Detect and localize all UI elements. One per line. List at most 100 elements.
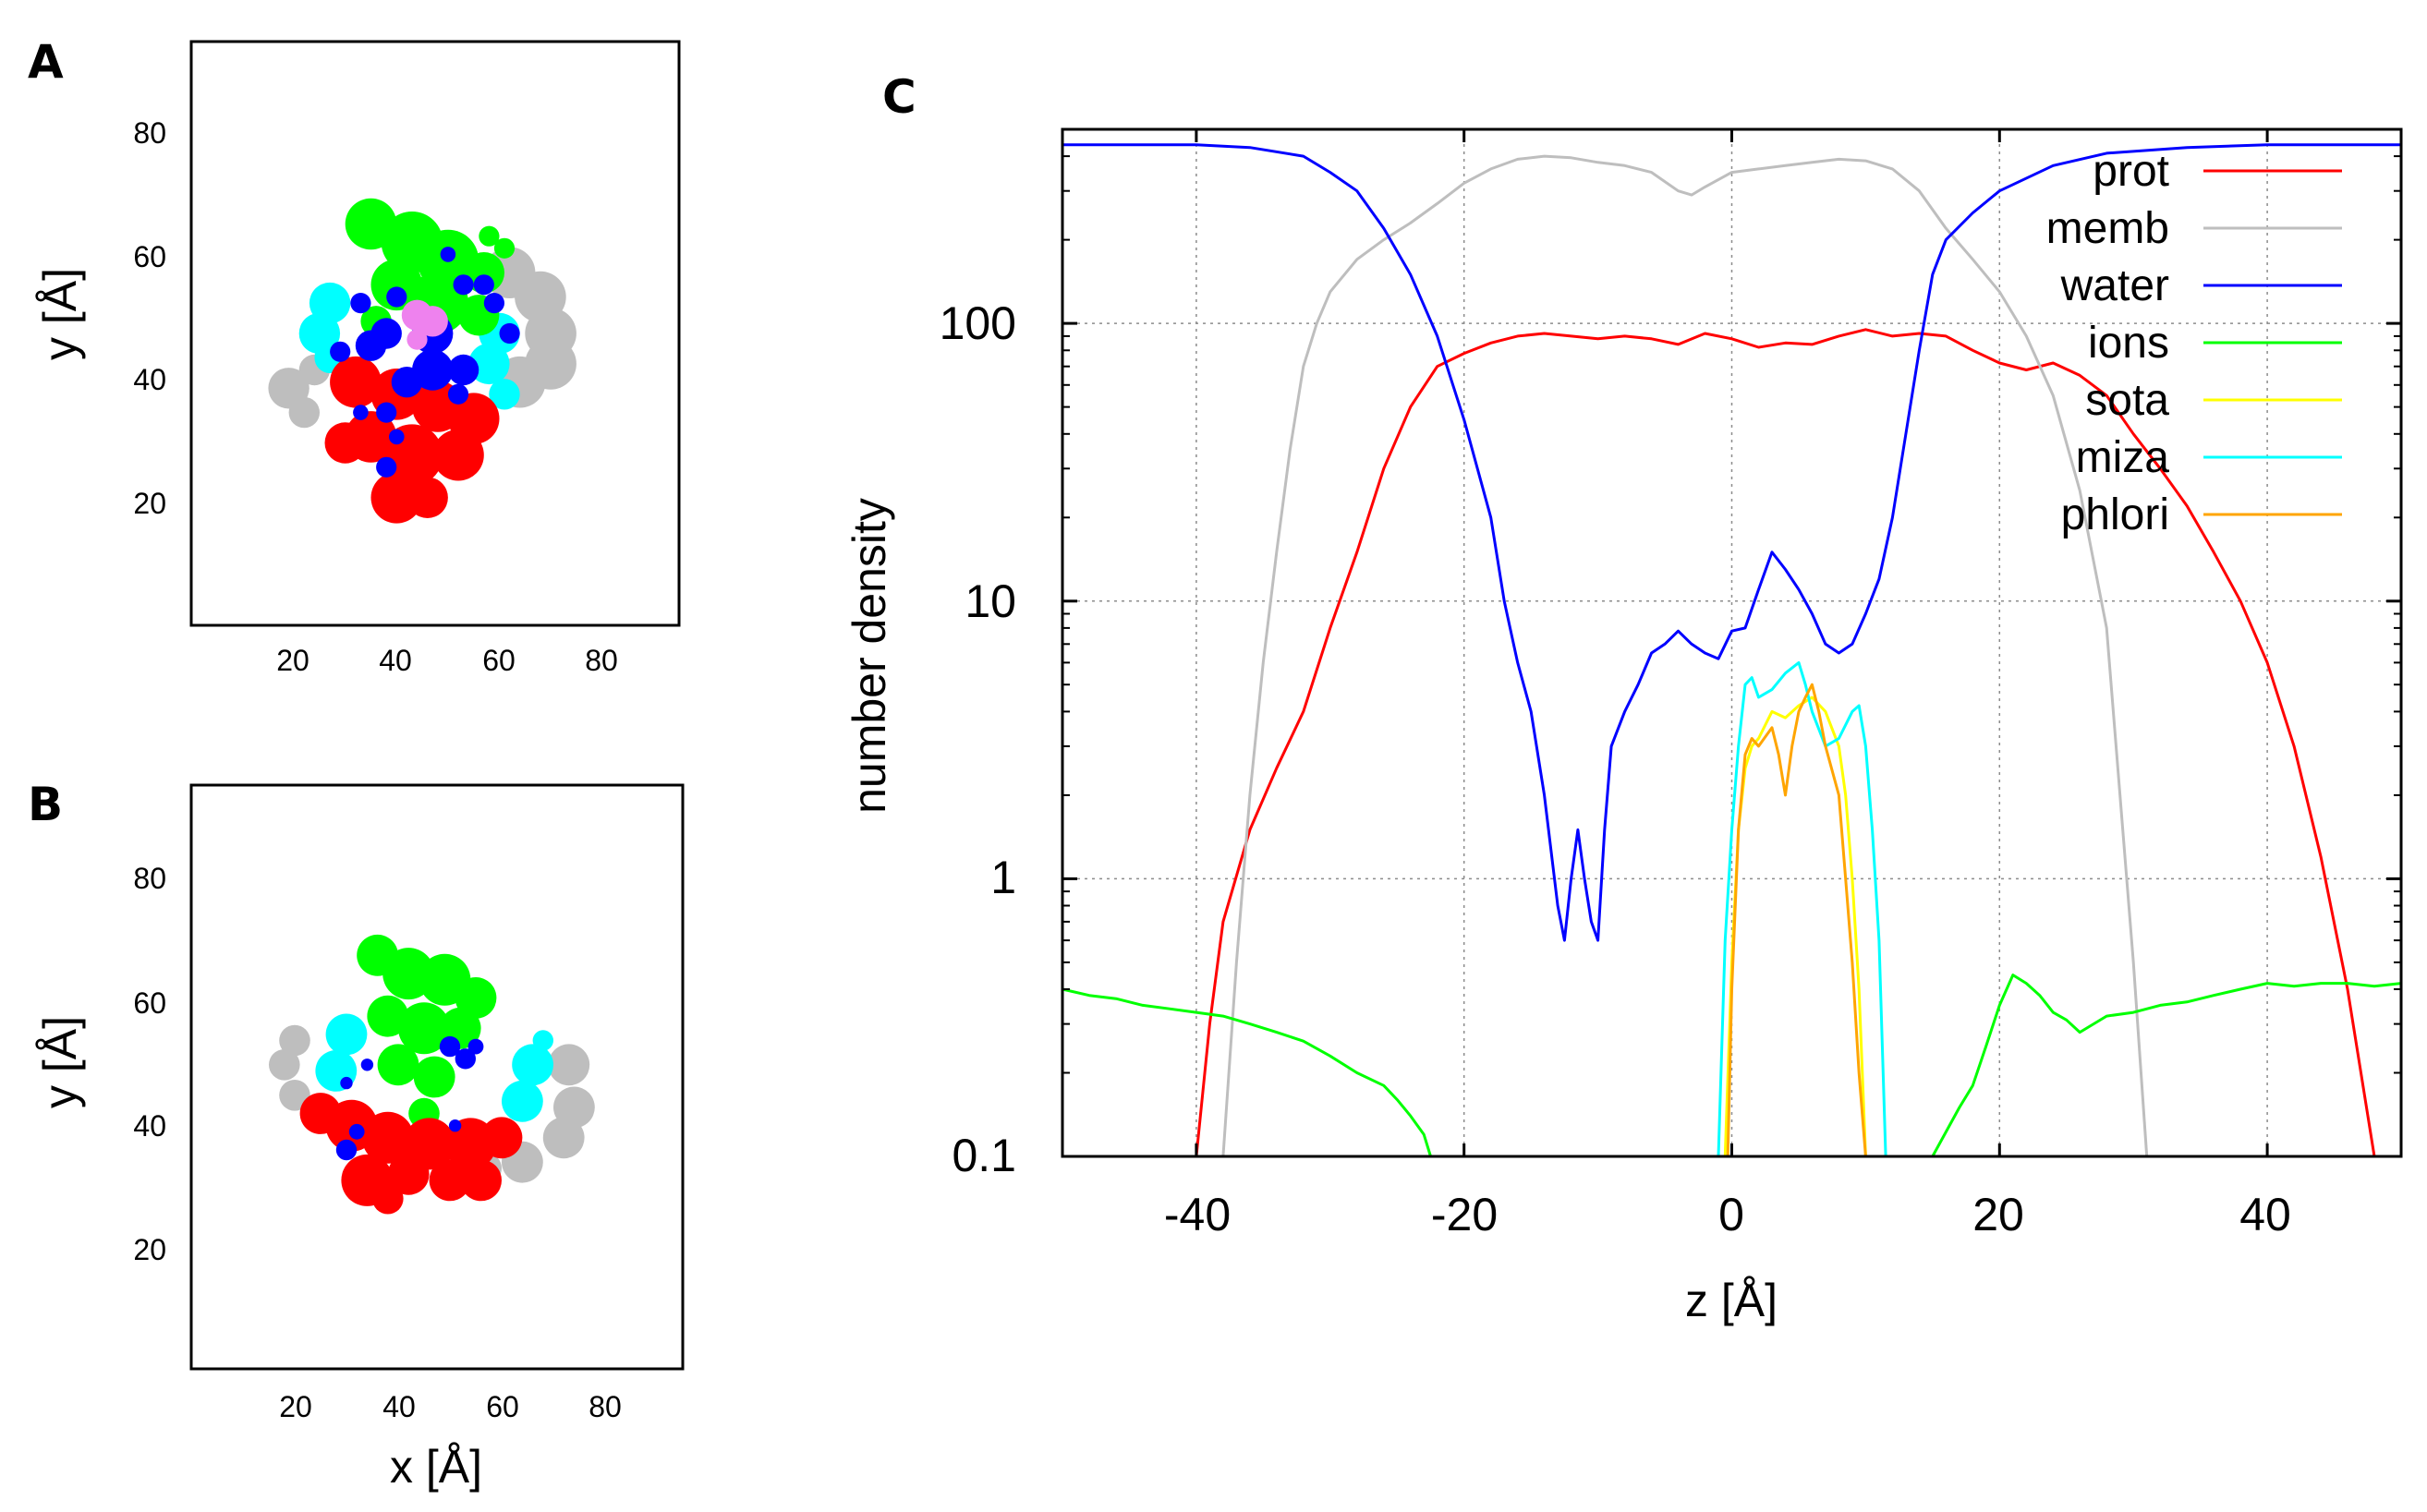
panel-c-lines — [1062, 143, 2402, 1157]
panel-b-xtick: 20 — [279, 1390, 312, 1423]
panel-a-xtick: 60 — [482, 644, 516, 677]
panel-a-blob-water — [391, 367, 423, 398]
panel-a-blob-water — [499, 322, 520, 345]
panel-c-xtick: -40 — [1164, 1189, 1231, 1240]
panel-b-blob-memb — [279, 1080, 310, 1111]
panel-a-ylabel: y [Å] — [34, 268, 86, 360]
series-line-sota — [1723, 696, 1867, 1157]
panel-c-xlabel: z [Å] — [1685, 1275, 1778, 1326]
panel-b-ytick: 20 — [133, 1233, 166, 1266]
panel-b-xlabel: x [Å] — [390, 1441, 482, 1493]
panel-a-region-ions — [345, 198, 516, 337]
panel-b-region-prot — [299, 1093, 523, 1215]
panel-a-blob-ligand — [417, 306, 448, 337]
legend-label-phlori: phlori — [2061, 490, 2169, 539]
panel-b-blob-water — [335, 1139, 358, 1161]
panel-b: y [Å] 80 60 40 20 20 40 60 80 x [Å] — [34, 783, 685, 1493]
series-line-prot — [1195, 328, 2376, 1157]
panel-b-region-ions — [357, 934, 497, 1130]
panel-a-blob-water — [447, 383, 469, 405]
panel-c-ytick: 1 — [990, 852, 1016, 903]
panel-b-ytick: 40 — [133, 1109, 166, 1143]
panel-b-blob-miza — [325, 1013, 368, 1056]
panel-c-tick-marks — [1062, 128, 2401, 1158]
panel-c: 100 10 1 0.1 -40 -20 0 20 40 z [Å] numbe… — [843, 127, 2403, 1326]
panel-a-region-water — [330, 247, 520, 478]
panel-b-blob-ions — [413, 1056, 455, 1098]
panel-b-blobs — [269, 934, 595, 1215]
panel-a: y [Å] 80 60 40 20 20 40 60 80 — [34, 40, 681, 677]
panel-a-blob-prot — [370, 472, 423, 524]
panel-c-ytick: 0.1 — [952, 1130, 1016, 1181]
panel-b-blob-prot — [460, 1159, 502, 1202]
panel-a-blob-water — [453, 274, 474, 296]
panel-b-blob-prot — [480, 1117, 523, 1159]
panel-a-blob-prot — [407, 477, 448, 518]
series-line-ions-right — [1931, 974, 2402, 1157]
panel-a-blob-miza — [468, 343, 510, 385]
panel-a-blob-ions — [479, 225, 500, 247]
panel-b-blob-memb — [279, 1024, 310, 1057]
panel-b-blob-miza — [502, 1080, 543, 1122]
panel-a-ytick: 20 — [133, 487, 166, 520]
panel-letter-c: C — [882, 70, 916, 124]
panel-b-blob-memb — [269, 1049, 300, 1081]
series-line-miza — [1717, 660, 1887, 1157]
panel-b-xtick: 40 — [382, 1390, 416, 1423]
panel-letter-a: A — [28, 35, 64, 89]
panel-a-blobs — [268, 198, 576, 524]
panel-a-blob-water — [447, 354, 479, 386]
panel-c-xtick: 0 — [1718, 1189, 1744, 1240]
panel-b-blob-water — [360, 1058, 374, 1071]
panel-b-blob-prot — [361, 1111, 414, 1164]
panel-a-blob-water — [440, 247, 456, 262]
panel-a-blob-prot — [432, 429, 484, 481]
panel-a-blob-ligand — [407, 329, 428, 350]
panel-b-frame — [189, 783, 685, 1371]
panel-a-xtick: 40 — [379, 644, 412, 677]
panel-a-frame — [189, 40, 681, 627]
legend-label-memb: memb — [2046, 204, 2169, 253]
panel-a-blob-water — [330, 341, 351, 362]
series-line-ions — [1062, 987, 1432, 1157]
panel-b-blob-memb — [548, 1044, 590, 1086]
panel-a-ytick: 40 — [133, 363, 166, 396]
panel-b-blob-ions — [398, 1002, 450, 1055]
panel-b-blob-miza — [512, 1044, 553, 1086]
panel-b-blob-water — [340, 1076, 353, 1090]
panel-a-blob-water — [473, 274, 494, 296]
panel-b-blob-water — [467, 1038, 484, 1055]
panel-a-blob-water — [483, 293, 505, 314]
panel-a-blob-water — [350, 293, 371, 314]
panel-b-ytick: 80 — [133, 862, 166, 895]
panel-b-blob-prot — [372, 1182, 404, 1215]
panel-a-blob-water — [412, 349, 454, 391]
panel-b-region-miza — [315, 1013, 553, 1122]
panel-b-xtick: 60 — [486, 1390, 519, 1423]
panel-b-blob-prot — [387, 1153, 430, 1195]
panel-c-ytick: 10 — [965, 575, 1016, 627]
panel-a-blob-prot — [330, 356, 382, 408]
panel-a-region-prot — [324, 356, 500, 524]
panel-a-blob-water — [353, 405, 369, 420]
panel-c-xtick: -20 — [1431, 1189, 1498, 1240]
panel-b-region-water — [335, 1035, 484, 1161]
panel-b-blob-ions — [377, 1044, 419, 1086]
panel-a-region-ligand — [401, 299, 448, 350]
legend-label-prot: prot — [2093, 147, 2169, 196]
legend-label-sota: sota — [2085, 376, 2169, 425]
panel-c-xtick: 20 — [1972, 1189, 2024, 1240]
panel-b-blob-water — [455, 1048, 476, 1070]
panel-a-ytick: 80 — [133, 116, 166, 150]
panel-letter-b: B — [28, 778, 63, 831]
panel-a-xtick: 80 — [585, 644, 618, 677]
panel-a-blob-water — [376, 402, 397, 423]
panel-a-blob-ions — [463, 252, 504, 294]
panel-b-blob-ions — [455, 977, 497, 1019]
panel-a-blob-water — [355, 330, 387, 361]
panel-a-blob-water — [376, 456, 397, 478]
panel-b-ytick: 60 — [133, 986, 166, 1020]
series-line-water — [1062, 143, 2401, 942]
panel-b-blob-memb — [542, 1117, 585, 1159]
